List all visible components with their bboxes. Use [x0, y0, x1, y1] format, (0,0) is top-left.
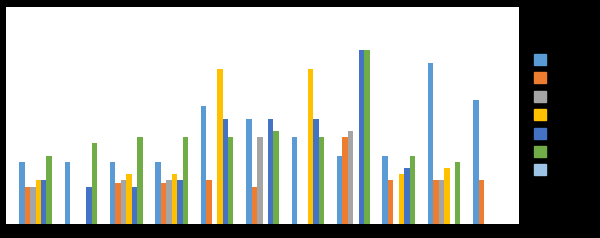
Bar	[388, 180, 393, 224]
Bar	[172, 174, 177, 224]
Bar	[201, 106, 206, 224]
Bar	[41, 180, 46, 224]
Bar	[127, 174, 132, 224]
Bar	[364, 50, 370, 224]
Bar	[257, 137, 263, 224]
Bar	[137, 137, 143, 224]
Bar	[444, 168, 449, 224]
Bar	[292, 137, 297, 224]
Bar	[313, 119, 319, 224]
Bar	[404, 168, 410, 224]
Bar	[343, 137, 348, 224]
Bar	[223, 119, 228, 224]
Bar	[479, 180, 484, 224]
Bar	[410, 156, 415, 224]
Bar	[115, 183, 121, 224]
Bar	[348, 131, 353, 224]
Bar	[182, 137, 188, 224]
Bar	[110, 162, 115, 224]
Bar	[473, 100, 479, 224]
Bar	[217, 69, 223, 224]
Bar	[359, 50, 364, 224]
Bar	[92, 143, 97, 224]
Bar	[161, 183, 166, 224]
Bar	[382, 156, 388, 224]
Bar	[433, 180, 439, 224]
Bar	[46, 156, 52, 224]
Bar	[132, 187, 137, 224]
Bar	[166, 180, 172, 224]
Bar	[274, 131, 279, 224]
Bar	[155, 162, 161, 224]
Bar	[337, 156, 343, 224]
Bar	[228, 137, 233, 224]
Bar	[308, 69, 313, 224]
Bar	[206, 180, 212, 224]
Bar	[439, 180, 444, 224]
Bar	[268, 119, 274, 224]
Bar	[121, 180, 127, 224]
Bar	[30, 187, 35, 224]
Bar	[86, 187, 92, 224]
Bar	[177, 180, 182, 224]
Bar	[19, 162, 25, 224]
Bar	[246, 119, 251, 224]
Bar	[398, 174, 404, 224]
Legend: , , , , , , : , , , , , ,	[531, 50, 548, 181]
Bar	[251, 187, 257, 224]
Bar	[319, 137, 324, 224]
Bar	[428, 63, 433, 224]
Bar	[35, 180, 41, 224]
Bar	[65, 162, 70, 224]
Bar	[455, 162, 460, 224]
Bar	[25, 187, 30, 224]
